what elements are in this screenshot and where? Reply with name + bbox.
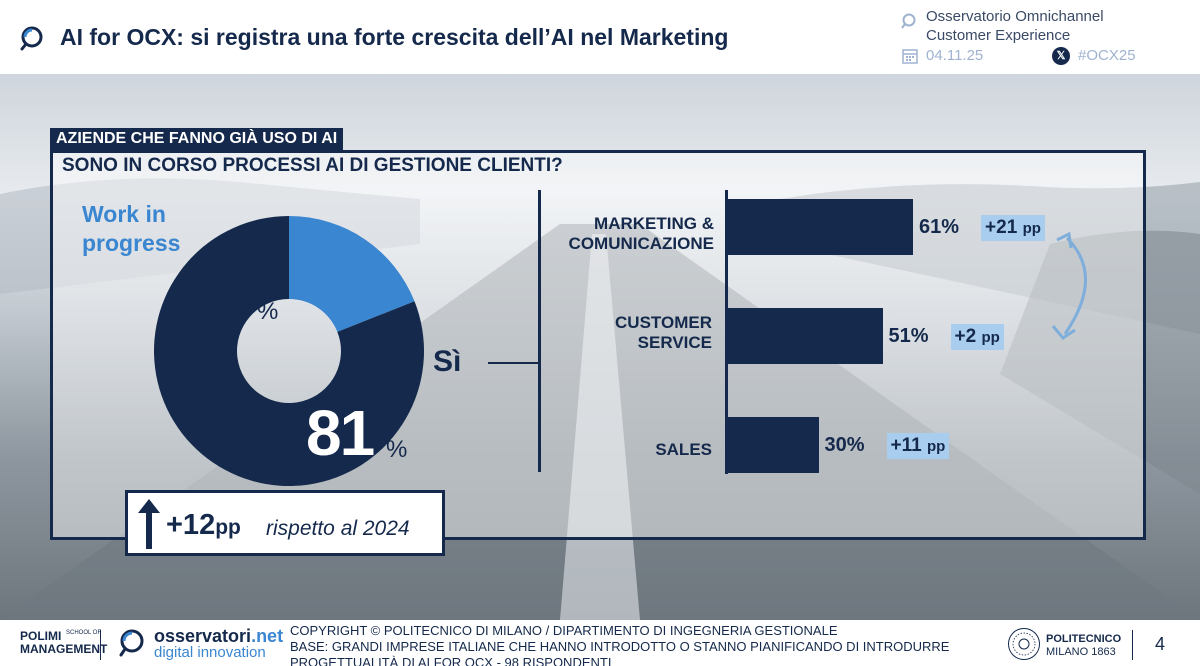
observatory-name-line2: Customer Experience: [926, 27, 1071, 44]
bar-delta-customer-service: +2 pp: [950, 324, 1004, 350]
growth-stat-value: +12pp: [166, 509, 241, 542]
bar-category-marketing-line1: MARKETING &: [594, 214, 714, 233]
bar-delta-customer-service-unit: pp: [981, 329, 1000, 346]
event-hashtag: #OCX25: [1078, 47, 1136, 64]
bar-value-customer-service: 51%: [888, 325, 929, 347]
bar-category-customer-service-line2: SERVICE: [637, 333, 712, 352]
bar-category-customer-service: CUSTOMER SERVICE: [540, 313, 712, 353]
bar-delta-sales: +11 pp: [886, 433, 950, 459]
page-title: AI for OCX: si registra una forte cresci…: [60, 24, 729, 50]
donut-slice-work-in-progress: [289, 216, 415, 332]
copyright-text: COPYRIGHT © POLITECNICO DI MILANO / DIPA…: [290, 623, 838, 638]
observatory-name-line1: Osservatorio Omnichannel: [926, 8, 1104, 25]
donut-label-work-in-progress: 19: [178, 257, 247, 329]
bar-delta-marketing-value: +21: [985, 217, 1018, 238]
osservatori-logo-ext: .net: [251, 626, 284, 646]
donut-label-work-in-progress-percent: %: [257, 298, 279, 325]
wip-label: Work in progress: [82, 201, 181, 256]
footer-divider: [100, 630, 101, 660]
bracket-line: [538, 190, 541, 472]
magnifier-icon: [901, 13, 916, 29]
bar-customer-service: [727, 308, 883, 364]
bar-delta-marketing-unit: pp: [1022, 220, 1041, 237]
bar-category-sales: SALES: [540, 440, 712, 460]
polimi-logo-line1: POLIMI: [20, 629, 62, 643]
osservatori-logo-icon: [119, 629, 144, 657]
bar-category-sales-line1: SALES: [655, 440, 712, 459]
polimi-management-logo: POLIMI MANAGEMENT: [20, 630, 107, 656]
adoption-donut-chart: [154, 216, 424, 486]
bar-delta-sales-unit: pp: [926, 438, 946, 455]
bar-category-customer-service-line1: CUSTOMER: [615, 313, 712, 332]
bar-axis: [725, 190, 728, 474]
footer-notes: COPYRIGHT © POLITECNICO DI MILANO / DIPA…: [290, 623, 1000, 666]
donut-slice-si: [154, 216, 424, 486]
osservatori-logo-text: osservatori.net: [154, 626, 283, 647]
page-number: 4: [1155, 634, 1166, 654]
politecnico-seal-icon: [1008, 628, 1040, 660]
connector-line: [488, 362, 540, 364]
bar-value-marketing: 61%: [919, 216, 960, 238]
slide-header: AI for OCX: si registra una forte cresci…: [0, 0, 1200, 74]
calendar-icon: [902, 49, 918, 64]
bar-category-marketing: MARKETING & COMUNICAZIONE: [540, 214, 714, 254]
growth-stat-number: +12: [166, 509, 216, 541]
bar-delta-customer-service-value: +2: [954, 326, 977, 347]
bar-value-sales: 30%: [824, 434, 865, 456]
bar-category-marketing-line2: COMUNICAZIONE: [568, 234, 714, 253]
up-arrow-icon: [138, 499, 160, 549]
osservatori-logo-subtitle: digital innovation: [154, 644, 266, 661]
bar-marketing: [727, 199, 914, 255]
osservatori-logo-name: osservatori: [154, 626, 252, 646]
footer-divider-right: [1132, 630, 1133, 660]
bar-delta-marketing: +21 pp: [981, 215, 1045, 241]
chart-question: SONO IN CORSO PROCESSI AI DI GESTIONE CL…: [62, 155, 563, 176]
politecnico-name: POLITECNICO: [1046, 633, 1122, 645]
politecnico-subtitle: MILANO 1863: [1046, 646, 1116, 658]
bar-delta-sales-value: +11: [890, 435, 922, 456]
slide-footer: POLIMI MANAGEMENT SCHOOL OF osservatori.…: [0, 620, 1200, 666]
magnifier-logo-icon: [20, 26, 43, 51]
section-tag: AZIENDE CHE FANNO GIÀ USO DI AI: [50, 128, 344, 150]
curved-arrow-icon: [1051, 231, 1087, 340]
base-note: BASE: GRANDI IMPRESE ITALIANE CHE HANNO …: [290, 639, 950, 666]
donut-label-si: 81: [306, 397, 375, 469]
donut-label-si-percent: %: [386, 436, 408, 463]
growth-stat-box: +12pp rispetto al 2024: [125, 490, 445, 556]
bar-sales: [727, 417, 819, 473]
polimi-logo-line2: MANAGEMENT: [20, 642, 108, 656]
growth-stat-text: rispetto al 2024: [266, 517, 410, 540]
growth-stat-unit: pp: [215, 516, 241, 539]
event-date: 04.11.25: [926, 47, 984, 64]
yes-label: Sì: [433, 345, 462, 378]
polimi-school-of: SCHOOL OF: [66, 630, 102, 636]
x-social-icon: 𝕏: [1052, 47, 1070, 65]
